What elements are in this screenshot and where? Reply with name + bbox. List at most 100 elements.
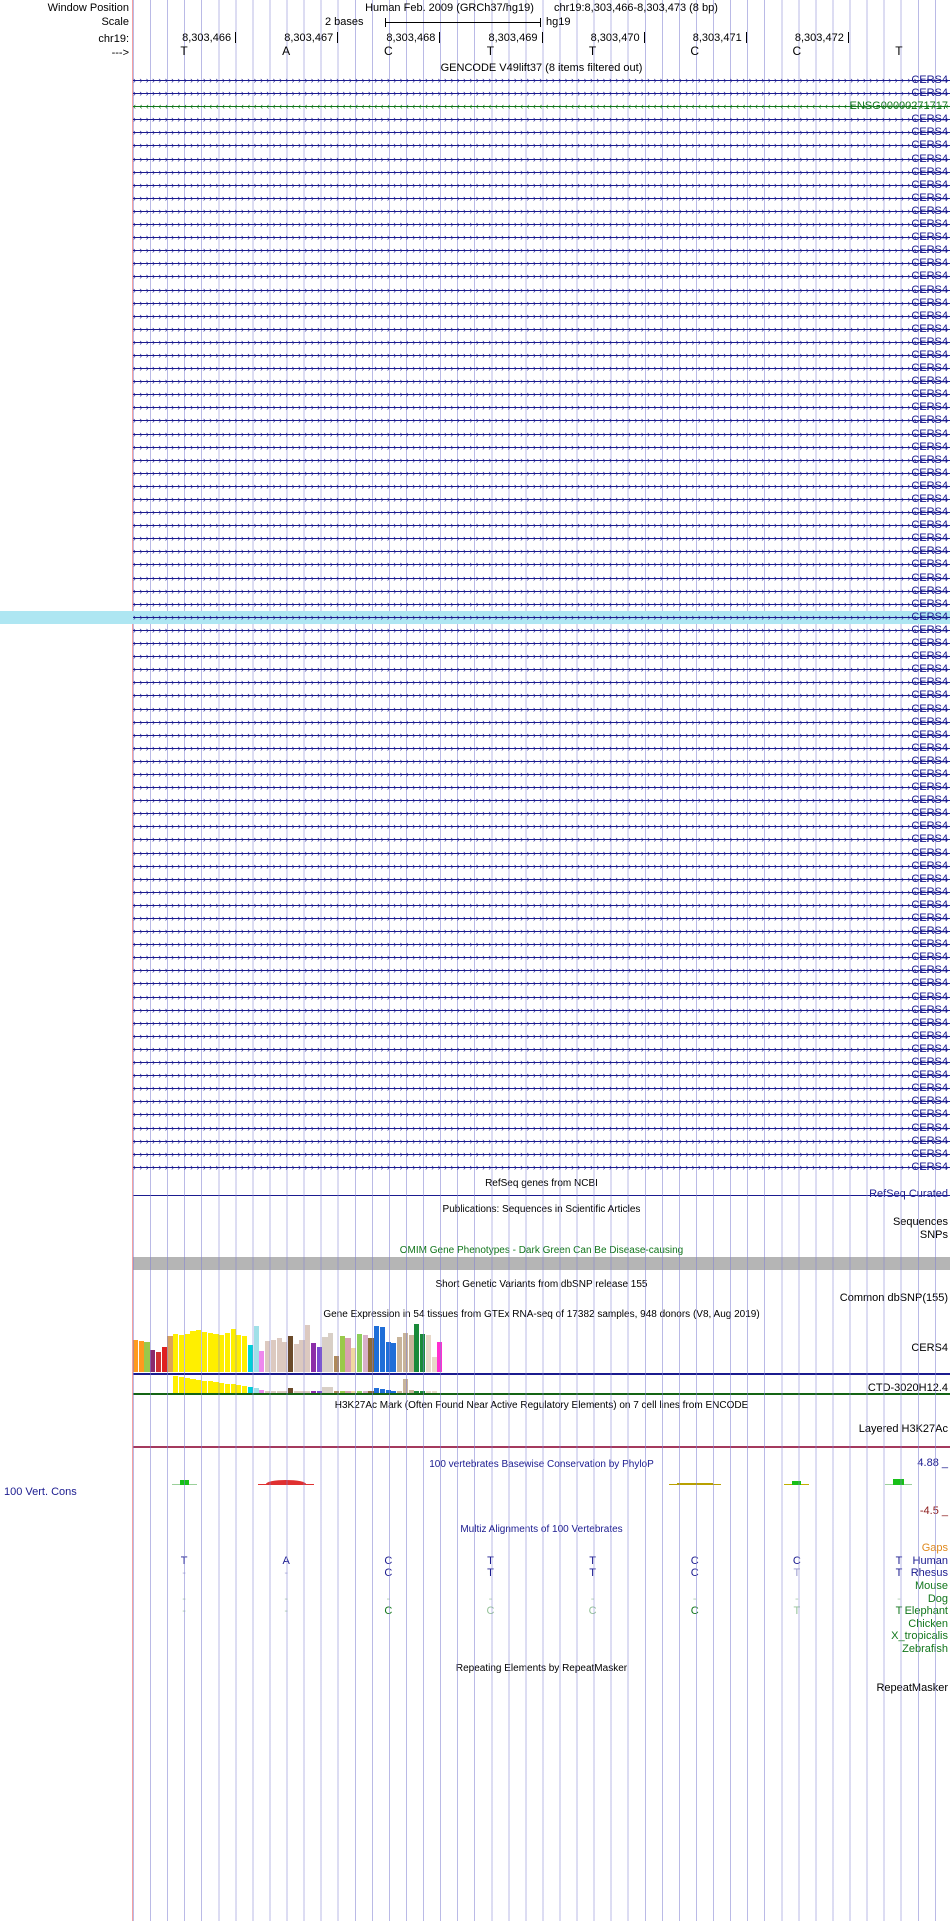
gencode-row[interactable]: CERS4 ›››››››››››››››››››››››››››››››››››… [0, 257, 950, 270]
gene-strand-track[interactable]: ››››››››››››››››››››››››››››››››››››››››… [133, 1084, 950, 1093]
gene-strand-track[interactable]: ››››››››››››››››››››››››››››››››››››››››… [133, 979, 950, 988]
gencode-row[interactable]: CERS4 ›››››››››››››››››››››››››››››››››››… [0, 1017, 950, 1030]
gene-strand-track[interactable]: ››››››››››››››››››››››››››››››››››››››››… [133, 521, 950, 530]
gencode-row[interactable]: CERS4 ›››››››››››››››››››››››››››››››››››… [0, 938, 950, 951]
track-label[interactable]: Layered H3K27Ac [858, 1422, 948, 1435]
gene-strand-track[interactable]: ››››››››››››››››››››››››››››››››››››››››… [133, 993, 950, 1001]
gencode-row[interactable]: CERS4 ›››››››››››››››››››››››››››››››››››… [0, 336, 950, 349]
omim-gene-band[interactable] [133, 1256, 950, 1270]
gene-strand-track[interactable]: ››››››››››››››››››››››››››››››››››››››››… [133, 456, 950, 464]
gene-strand-track[interactable]: ››››››››››››››››››››››››››››››››››››››››… [133, 744, 950, 752]
track-label[interactable]: Common dbSNP(155) [839, 1291, 948, 1304]
gencode-row[interactable]: CERS4 ›››››››››››››››››››››››››››››››››››… [0, 310, 950, 323]
gene-strand-track[interactable]: ››››››››››››››››››››››››››››››››››››››››… [133, 560, 950, 569]
gencode-row[interactable]: CERS4 ›››››››››››››››››››››››››››››››››››… [0, 467, 950, 480]
gene-strand-track[interactable]: ››››››››››››››››››››››››››››››››››››››››… [133, 403, 950, 412]
gencode-row[interactable]: CERS4 ›››››››››››››››››››››››››››››››››››… [0, 873, 950, 886]
gene-strand-track[interactable]: ››››››››››››››››››››››››››››››››››››››››… [133, 181, 950, 189]
gencode-row[interactable]: CERS4 ›››››››››››››››››››››››››››››››››››… [0, 1043, 950, 1056]
gene-strand-track[interactable]: ››››››››››››››››››››››››››››››››››››››››… [133, 141, 950, 150]
gene-strand-track[interactable]: ››››››››››››››››››››››››››››››››››››››››… [133, 796, 950, 805]
gencode-row[interactable]: CERS4 ›››››››››››››››››››››››››››››››››››… [0, 755, 950, 768]
gencode-row[interactable]: CERS4 ›››››››››››››››››››››››››››››››››››… [0, 663, 950, 676]
gene-strand-track[interactable]: ››››››››››››››››››››››››››››››››››››››››… [133, 639, 950, 648]
gene-strand-track[interactable]: ››››››››››››››››››››››››››››››››››››››››… [133, 718, 950, 726]
gencode-row[interactable]: CERS4 ›››››››››››››››››››››››››››››››››››… [0, 703, 950, 716]
gene-strand-track[interactable]: ››››››››››››››››››››››››››››››››››››››››… [133, 508, 950, 517]
gene-strand-track[interactable]: ››››››››››››››››››››››››››››››››››››››››… [133, 1058, 950, 1067]
gene-strand-track[interactable]: ››››››››››››››››››››››››››››››››››››››››… [133, 770, 950, 778]
track-label[interactable]: RefSeq Curated [869, 1187, 948, 1200]
gene-strand-track[interactable]: ››››››››››››››››››››››››››››››››››››››››… [133, 1032, 950, 1040]
gencode-row[interactable]: CERS4 ›››››››››››››››››››››››››››››››››››… [0, 624, 950, 637]
gencode-row[interactable]: CERS4 ›››››››››››››››››››››››››››››››››››… [0, 270, 950, 283]
gene-strand-track[interactable]: ››››››››››››››››››››››››››››››››››››››››… [133, 1045, 950, 1053]
gene-strand-track[interactable]: ››››››››››››››››››››››››››››››››››››››››… [133, 665, 950, 674]
gene-strand-track[interactable]: ››››››››››››››››››››››››››››››››››››››››… [133, 914, 950, 923]
gencode-row[interactable]: CERS4 ›››››››››››››››››››››››››››››››››››… [0, 1122, 950, 1135]
gencode-row[interactable]: CERS4 ›››››››››››››››››››››››››››››››››››… [0, 205, 950, 218]
gene-strand-track[interactable]: ››››››››››››››››››››››››››››››››››››››››… [133, 757, 950, 765]
gencode-row[interactable]: CERS4 ›››››››››››››››››››››››››››››››››››… [0, 1135, 950, 1148]
gene-strand-track[interactable]: ››››››››››››››››››››››››››››››››››››››››… [133, 966, 950, 975]
gene-strand-track[interactable]: ››››››››››››››››››››››››››››››››››››››››… [133, 312, 950, 320]
gencode-row[interactable]: CERS4 ›››››››››››››››››››››››››››››››››››… [0, 977, 950, 990]
conservation-max-label[interactable]: 4.88 _ [917, 1456, 948, 1469]
gencode-row[interactable]: CERS4 ›››››››››››››››››››››››››››››››››››… [0, 113, 950, 126]
species-label[interactable]: Elephant [904, 1605, 948, 1618]
gencode-row[interactable]: CERS4 ›››››››››››››››››››››››››››››››››››… [0, 414, 950, 427]
gene-strand-track[interactable]: ››››››››››››››››››››››››››››››››››››››››… [133, 495, 950, 504]
gene-strand-track[interactable]: ››››››››››››››››››››››››››››››››››››››››… [133, 534, 950, 543]
species-label[interactable]: Dog [927, 1592, 948, 1605]
gencode-row[interactable]: CERS4 ›››››››››››››››››››››››››››››››››››… [0, 126, 950, 139]
gencode-row[interactable]: CERS4 ›››››››››››››››››››››››››››››››››››… [0, 860, 950, 873]
species-label[interactable]: Human [912, 1554, 948, 1567]
gene-strand-track[interactable]: ››››››››››››››››››››››››››››››››››››››››… [133, 115, 950, 124]
gencode-row[interactable]: CERS4 ›››››››››››››››››››››››››››››››››››… [0, 166, 950, 179]
gencode-row[interactable]: CERS4 ›››››››››››››››››››››››››››››››››››… [0, 519, 950, 532]
gene-strand-track[interactable]: ››››››››››››››››››››››››››››››››››››››››… [133, 901, 950, 909]
gencode-row[interactable]: CERS4 ›››››››››››››››››››››››››››››››››››… [0, 428, 950, 441]
gene-strand-track[interactable]: ››››››››››››››››››››››››››››››››››››››››… [133, 1137, 950, 1145]
gene-strand-track[interactable]: ››››››››››››››››››››››››››››››››››››››››… [133, 1124, 950, 1132]
gene-strand-track[interactable]: ››››››››››››››››››››››››››››››››››››››››… [133, 89, 950, 98]
gene-strand-track[interactable]: ‹‹‹‹‹‹‹‹‹‹‹‹‹‹‹‹‹‹‹‹‹‹‹‹‹‹‹‹‹‹‹‹‹‹‹‹‹‹‹‹… [133, 102, 950, 111]
gencode-row[interactable]: CERS4 ›››››››››››››››››››››››››››››››››››… [0, 218, 950, 231]
gene-strand-track[interactable]: ››››››››››››››››››››››››››››››››››››››››… [133, 783, 950, 792]
track-label[interactable]: CERS4 [911, 1341, 948, 1354]
gene-strand-track[interactable]: ››››››››››››››››››››››››››››››››››››››››… [133, 377, 950, 386]
gene-strand-track[interactable]: ››››››››››››››››››››››››››››››››››››››››… [133, 194, 950, 202]
gencode-row[interactable]: CERS4 ›››››››››››››››››››››››››››››››››››… [0, 401, 950, 414]
gencode-row[interactable]: CERS4 ›››››››››››››››››››››››››››››››››››… [0, 1030, 950, 1043]
gencode-row[interactable]: CERS4 ›››››››››››››››››››››››››››››››››››… [0, 925, 950, 938]
gencode-row[interactable]: CERS4 ›››››››››››››››››››››››››››››››››››… [0, 650, 950, 663]
species-label[interactable]: Rhesus [910, 1567, 948, 1580]
gencode-row[interactable]: CERS4 ›››››››››››››››››››››››››››››››››››… [0, 716, 950, 729]
gene-strand-track[interactable]: ››››››››››››››››››››››››››››››››››››››››… [133, 168, 950, 176]
gencode-row[interactable]: CERS4 ›››››››››››››››››››››››››››››››››››… [0, 899, 950, 912]
ctd-expression-barchart[interactable] [133, 1375, 443, 1393]
gencode-row[interactable]: CERS4 ›››››››››››››››››››››››››››››››››››… [0, 454, 950, 467]
gencode-row[interactable]: CERS4 ›››››››››››››››››››››››››››››››››››… [0, 742, 950, 755]
gene-strand-track[interactable]: ››››››››››››››››››››››››››››››››››››››››… [133, 888, 950, 896]
gencode-row[interactable]: CERS4 ›››››››››››››››››››››››››››››››››››… [0, 231, 950, 244]
track-label[interactable]: RepeatMasker [876, 1681, 948, 1694]
gene-strand-track[interactable]: ››››››››››››››››››››››››››››››››››››››››… [133, 416, 950, 425]
gene-strand-track[interactable]: ››››››››››››››››››››››››››››››››››››››››… [133, 272, 950, 281]
gencode-row[interactable]: CERS4 ›››››››››››››››››››››››››››››››››››… [0, 729, 950, 742]
gene-strand-track[interactable]: ››››››››››››››››››››››››››››››››››››››››… [133, 809, 950, 818]
conservation-track-label[interactable]: 100 Vert. Cons [4, 1485, 77, 1498]
gencode-row[interactable]: CERS4 ›››››››››››››››››››››››››››››››››››… [0, 192, 950, 205]
gene-strand-track[interactable]: ››››››››››››››››››››››››››››››››››››››››… [133, 443, 950, 451]
gene-strand-track[interactable]: ››››››››››››››››››››››››››››››››››››››››… [133, 325, 950, 333]
gene-strand-track[interactable]: ››››››››››››››››››››››››››››››››››››››››… [133, 233, 950, 242]
gene-strand-track[interactable]: ››››››››››››››››››››››››››››››››››››››››… [133, 128, 950, 137]
gene-strand-track[interactable]: ››››››››››››››››››››››››››››››››››››››››… [133, 927, 950, 936]
species-label[interactable]: Zebrafish [902, 1643, 948, 1656]
gencode-row[interactable]: CERS4 ›››››››››››››››››››››››››››››››››››… [0, 585, 950, 598]
gencode-row[interactable]: CERS4 ›››››››››››››››››››››››››››››››››››… [0, 572, 950, 585]
gene-strand-track[interactable]: ››››››››››››››››››››››››››››››››››››››››… [133, 705, 950, 713]
gene-strand-track[interactable]: ››››››››››››››››››››››››››››››››››››››››… [133, 351, 950, 359]
gencode-row[interactable]: CERS4 ›››››››››››››››››››››››››››››››››››… [0, 820, 950, 833]
gencode-row[interactable]: CERS4 ›››››››››››››››››››››››››››››››››››… [0, 886, 950, 899]
